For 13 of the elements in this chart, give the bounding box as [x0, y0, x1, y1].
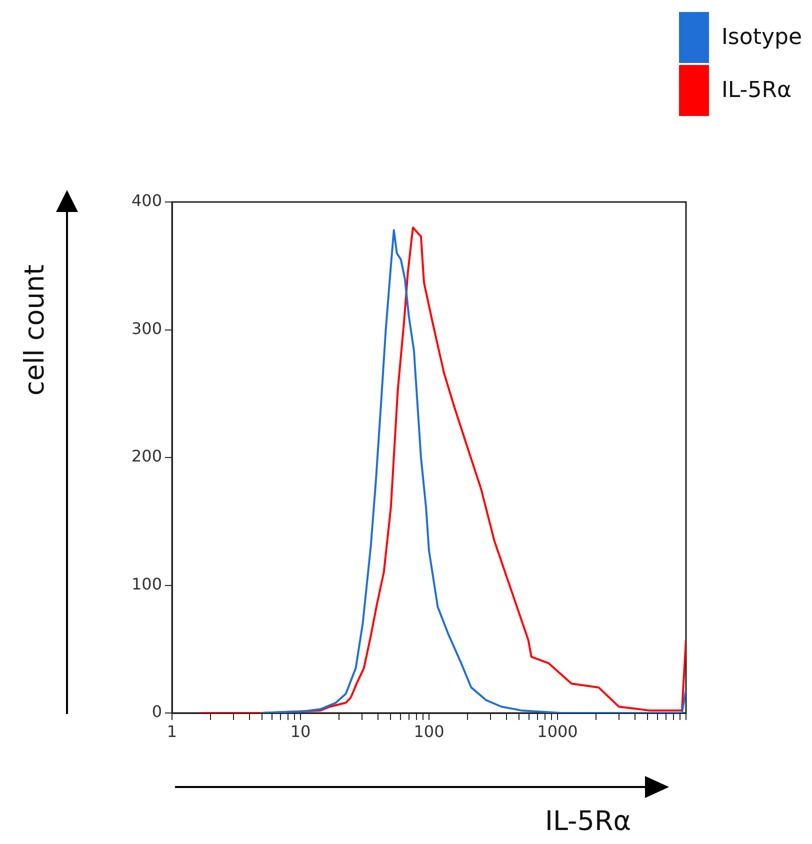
y-axis-title: cell count [20, 264, 50, 396]
x-tick-label: 1 [166, 722, 178, 741]
y-tick-label: 100 [131, 574, 162, 594]
y-tick-label: 300 [131, 318, 162, 338]
x-axis-title: IL-5Rα [545, 806, 632, 837]
legend-label: Isotype [721, 25, 802, 50]
x-tick-label: 10 [290, 722, 311, 741]
y-tick-label: 0 [152, 702, 162, 722]
x-tick-label: 1000 [537, 722, 578, 741]
y-tick-label: 200 [131, 446, 162, 466]
legend-label: IL-5Rα [721, 78, 792, 103]
x-tick-label: 100 [414, 722, 444, 741]
y-tick-label: 400 [131, 191, 162, 210]
